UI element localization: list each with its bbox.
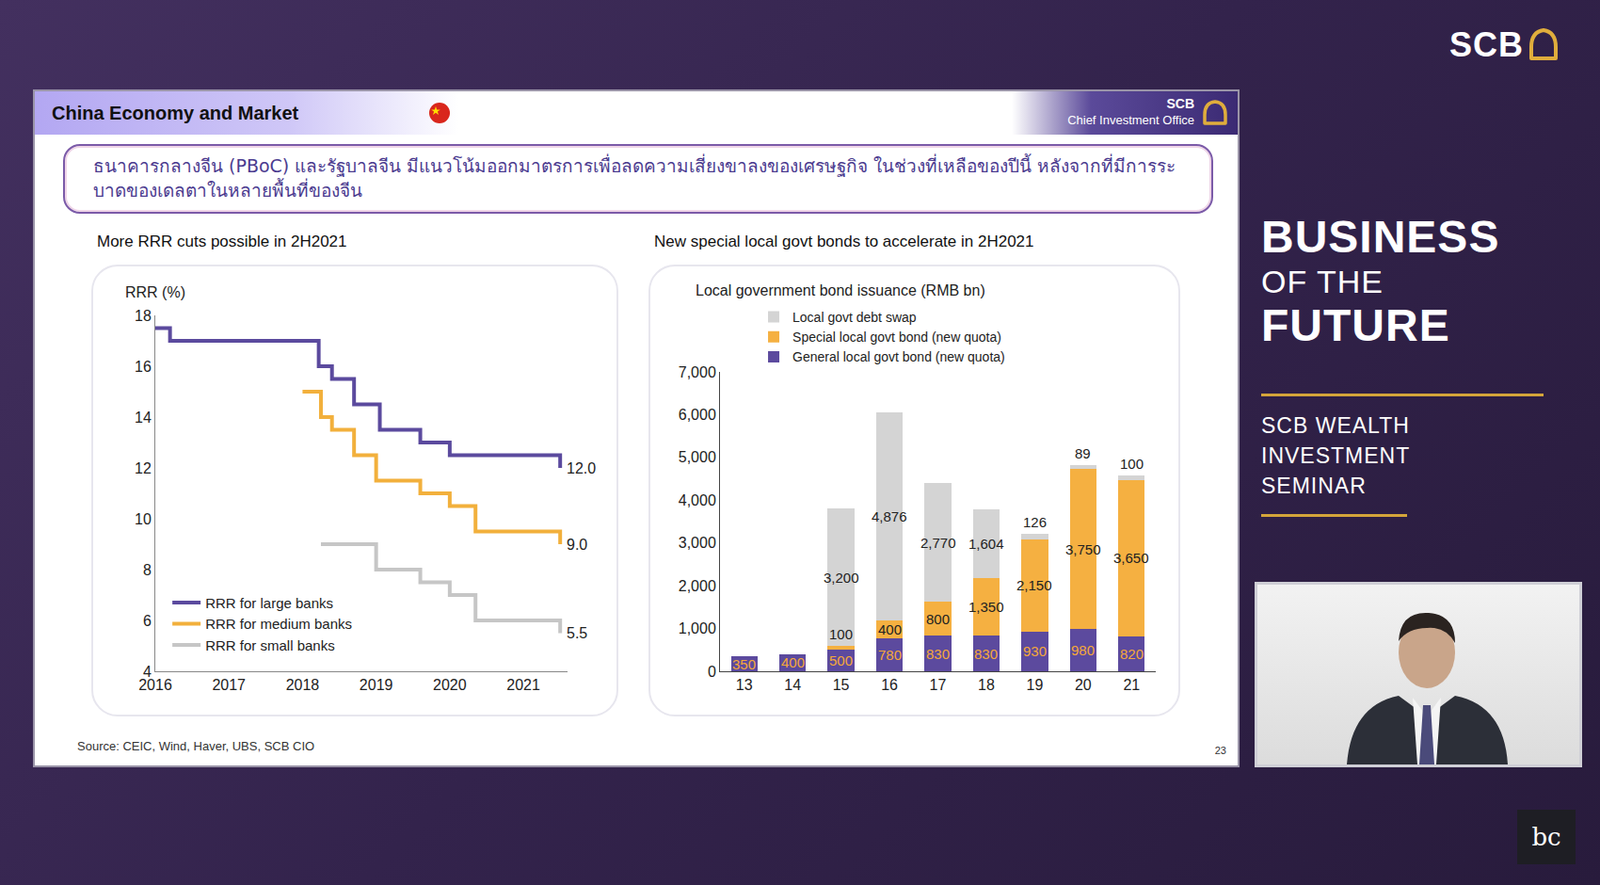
- svg-text:980: 980: [1071, 641, 1095, 658]
- svg-text:89: 89: [1074, 445, 1091, 462]
- svg-text:820: 820: [1120, 645, 1144, 662]
- svg-text:0: 0: [707, 663, 717, 680]
- svg-text:100: 100: [1120, 455, 1144, 472]
- svg-text:3,200: 3,200: [823, 569, 860, 586]
- svg-text:2019: 2019: [359, 676, 394, 693]
- svg-text:16: 16: [134, 358, 152, 375]
- svg-text:2,000: 2,000: [678, 577, 717, 594]
- html-text:China Economy and Market: China Economy and Market: [51, 102, 299, 124]
- svg-text:3,650: 3,650: [1113, 549, 1150, 566]
- svg-text:RRR for small banks: RRR for small banks: [205, 637, 336, 654]
- svg-text:21: 21: [1122, 676, 1140, 693]
- svg-text:4,000: 4,000: [678, 492, 717, 509]
- svg-text:126: 126: [1023, 513, 1047, 530]
- svg-text:2017: 2017: [211, 676, 246, 693]
- svg-text:5.5: 5.5: [566, 624, 588, 641]
- svg-text:4,876: 4,876: [871, 508, 908, 525]
- svg-text:2020: 2020: [432, 676, 467, 693]
- svg-text:780: 780: [878, 646, 902, 663]
- svg-text:RRR for large banks: RRR for large banks: [205, 594, 334, 611]
- svg-text:12: 12: [134, 460, 152, 477]
- svg-text:2018: 2018: [286, 676, 320, 693]
- svg-text:15: 15: [832, 676, 850, 693]
- html-text:New special local govt bonds t: New special local govt bonds to accelera…: [654, 232, 1034, 251]
- svg-text:RRR for medium banks: RRR for medium banks: [205, 615, 352, 632]
- html-text:SCB: SCB: [1166, 96, 1195, 112]
- svg-text:350: 350: [732, 656, 756, 672]
- svg-text:RRR (%): RRR (%): [125, 284, 186, 301]
- svg-text:1,350: 1,350: [968, 598, 1005, 615]
- svg-text:1,604: 1,604: [968, 535, 1005, 552]
- svg-text:8: 8: [143, 561, 152, 578]
- html-text:BUSINESS: BUSINESS: [1261, 211, 1500, 262]
- svg-text:2,770: 2,770: [920, 534, 957, 551]
- svg-text:18: 18: [134, 307, 152, 324]
- svg-text:19: 19: [1025, 676, 1043, 693]
- svg-text:5,000: 5,000: [678, 448, 717, 465]
- svg-text:3,750: 3,750: [1065, 541, 1102, 558]
- svg-text:830: 830: [926, 645, 950, 662]
- html-text:More RRR cuts possible in 2H20: More RRR cuts possible in 2H2021: [96, 232, 347, 251]
- html-text:SCB: SCB: [1449, 25, 1524, 64]
- svg-text:14: 14: [784, 676, 801, 693]
- svg-text:2021: 2021: [506, 676, 541, 693]
- svg-text:14: 14: [134, 409, 152, 426]
- svg-text:16: 16: [880, 676, 898, 693]
- html-text:ธนาคารกลางจีน (PBoC) และรัฐบาล: ธนาคารกลางจีน (PBoC) และรัฐบาลจีน มีแนวโ…: [93, 155, 1176, 201]
- html-text:FUTURE: FUTURE: [1261, 300, 1451, 351]
- svg-text:4: 4: [143, 663, 152, 680]
- svg-text:2,150: 2,150: [1016, 576, 1053, 593]
- svg-text:400: 400: [878, 621, 902, 638]
- svg-text:Special local govt bond (new q: Special local govt bond (new quota): [792, 329, 1002, 345]
- html-text:bc: bc: [1531, 822, 1562, 851]
- svg-text:6,000: 6,000: [678, 406, 717, 423]
- svg-text:6: 6: [143, 612, 152, 629]
- svg-text:800: 800: [926, 610, 950, 627]
- svg-text:17: 17: [929, 676, 947, 693]
- html-text:23: 23: [1214, 744, 1227, 756]
- html-text:OF THE: OF THE: [1261, 263, 1384, 300]
- svg-text:2016: 2016: [138, 676, 173, 693]
- svg-text:930: 930: [1023, 642, 1047, 659]
- svg-text:13: 13: [736, 676, 753, 693]
- html-text:Chief Investment Office: Chief Investment Office: [1067, 112, 1195, 128]
- svg-text:1,000: 1,000: [678, 620, 717, 637]
- svg-text:20: 20: [1074, 676, 1092, 693]
- html-text:SEMINAR: SEMINAR: [1261, 473, 1367, 498]
- svg-text:9.0: 9.0: [566, 536, 588, 553]
- svg-text:Local government bond issuance: Local government bond issuance (RMB bn): [695, 282, 986, 299]
- html-text:SCB WEALTH: SCB WEALTH: [1261, 413, 1410, 438]
- svg-text:12.0: 12.0: [566, 460, 596, 477]
- svg-text:18: 18: [977, 676, 995, 693]
- html-text:Source: CEIC, Wind, Haver, UBS: Source: CEIC, Wind, Haver, UBS, SCB CIO: [77, 738, 315, 753]
- svg-text:400: 400: [781, 654, 805, 671]
- svg-text:100: 100: [829, 625, 853, 642]
- html-text:INVESTMENT: INVESTMENT: [1261, 443, 1411, 468]
- svg-text:Local govt debt swap: Local govt debt swap: [792, 309, 917, 325]
- svg-text:830: 830: [974, 645, 998, 662]
- svg-text:500: 500: [829, 652, 853, 669]
- svg-text:3,000: 3,000: [678, 534, 717, 551]
- svg-text:7,000: 7,000: [678, 364, 717, 381]
- svg-text:General local govt bond (new q: General local govt bond (new quota): [792, 349, 1006, 365]
- svg-text:10: 10: [134, 511, 152, 528]
